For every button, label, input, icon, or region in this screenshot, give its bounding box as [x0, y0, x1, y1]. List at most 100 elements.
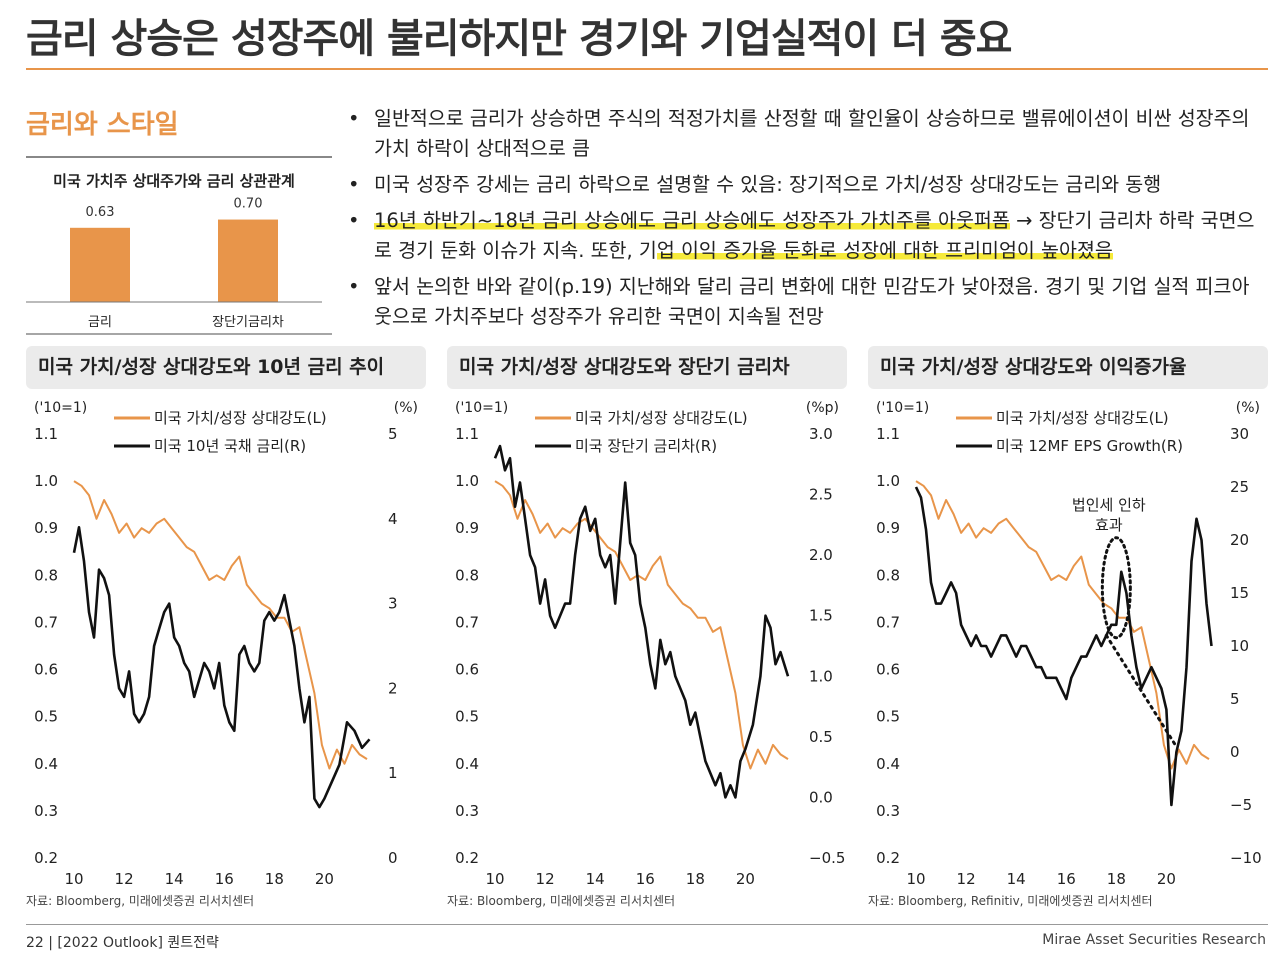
x-tick-label: 12 [115, 870, 134, 888]
bullet-list: 일반적으로 금리가 상승하면 주식의 적정가치를 산정할 때 할인율이 상승하므… [346, 104, 1258, 338]
annotation-ellipse [1100, 536, 1132, 640]
bullet-item: 일반적으로 금리가 상승하면 주식의 적정가치를 산정할 때 할인율이 상승하므… [346, 104, 1258, 164]
chart-3-title: 미국 가치/성장 상대강도와 이익증가율 [868, 346, 1268, 389]
left-tick-label: 0.8 [34, 566, 58, 584]
legend-label: 미국 가치/성장 상대강도(L) [575, 409, 748, 427]
right-tick-label: 2.0 [809, 546, 833, 564]
annotation-text: 효과 [1095, 516, 1123, 534]
left-tick-label: 1.1 [455, 425, 479, 443]
annotation-text: 법인세 인하 [1072, 496, 1146, 514]
bar [218, 219, 278, 302]
left-tick-label: 0.6 [455, 661, 479, 679]
x-tick-label: 12 [957, 870, 976, 888]
x-tick-label: 16 [215, 870, 234, 888]
x-tick-label: 16 [636, 870, 655, 888]
footer-brand: Mirae Asset Securities Research [1042, 932, 1266, 948]
x-tick-label: 14 [1007, 870, 1026, 888]
left-tick-label: 1.0 [876, 472, 900, 490]
right-tick-label: −10 [1230, 849, 1262, 867]
left-tick-label: 0.7 [34, 613, 58, 631]
highlighted-text: 업 이익 증가율 둔화로 성장에 대한 프리미엄이 높아졌음 [656, 239, 1113, 262]
annotation-dotted-line [1104, 633, 1178, 749]
left-tick-label: 1.0 [455, 472, 479, 490]
legend-label: 미국 12MF EPS Growth(R) [996, 437, 1183, 455]
x-tick-label: 20 [315, 870, 334, 888]
bullet-text: 일반적으로 금리가 상승하면 주식의 적정가치를 산정할 때 할인율이 상승하므… [374, 107, 1250, 160]
left-tick-label: 0.2 [455, 849, 479, 867]
x-tick-label: 14 [165, 870, 184, 888]
left-tick-label: 0.5 [455, 708, 479, 726]
left-axis-unit: ('10=1) [455, 400, 508, 416]
x-tick-label: 18 [686, 870, 705, 888]
left-tick-label: 0.6 [34, 661, 58, 679]
mini-bar-chart: 미국 가치주 상대주가와 금리 상관관계 0.63 금리 0.70 장단기금리차 [26, 156, 332, 336]
highlighted-text: 16년 하반기~18년 금리 상승에도 금리 상승에도 성장주가 가치주를 아웃… [374, 209, 1010, 232]
legend-label: 미국 10년 국채 금리(R) [154, 437, 306, 455]
left-tick-label: 0.4 [876, 755, 900, 773]
left-tick-label: 0.4 [455, 755, 479, 773]
chart-3-svg: ('10=1) (%) 0.2 0.3 0.4 0.5 0.6 0.7 0.8 0.9 1.0 1.1… [876, 400, 1262, 888]
right-tick-label: 0.0 [809, 788, 833, 806]
bullet-text: 앞서 논의한 바와 같이(p.19) 지난해와 달리 금리 변화에 대한 민감도… [374, 275, 1250, 328]
left-tick-label: 0.9 [455, 519, 479, 537]
legend-label: 미국 장단기 금리차(R) [575, 437, 717, 455]
left-tick-label: 0.6 [876, 661, 900, 679]
footer-divider [26, 924, 1268, 925]
chart-2-source: 자료: Bloomberg, 미래에셋증권 리서치센터 [447, 894, 676, 908]
left-tick-label: 0.3 [876, 802, 900, 820]
chart-3: ('10=1) (%) 0.2 0.3 0.4 0.5 0.6 0.7 0.8 0.9 1.0 1.1… [868, 394, 1268, 894]
left-tick-label: 0.2 [876, 849, 900, 867]
category-label: 금리 [88, 315, 112, 330]
chart-2-title: 미국 가치/성장 상대강도와 장단기 금리차 [447, 346, 847, 389]
x-tick-label: 10 [485, 870, 504, 888]
bullet-item: 앞서 논의한 바와 같이(p.19) 지난해와 달리 금리 변화에 대한 민감도… [346, 272, 1258, 332]
chart-1: ('10=1) (%) 0.2 0.3 0.4 0.5 0.6 0.7 0.8 0.9 1.0 1.1… [26, 394, 426, 894]
series-line-right [914, 486, 1213, 807]
right-tick-label: 1 [388, 764, 398, 782]
category-label: 장단기금리차 [212, 315, 284, 330]
x-tick-label: 18 [1107, 870, 1126, 888]
left-tick-label: 0.7 [455, 613, 479, 631]
bullet-text: 미국 성장주 강세는 금리 하락으로 설명할 수 있음: 장기적으로 가치/성장… [374, 173, 1162, 196]
left-tick-label: 1.0 [34, 472, 58, 490]
left-tick-label: 1.1 [876, 425, 900, 443]
left-tick-label: 0.5 [876, 708, 900, 726]
left-axis-unit: ('10=1) [876, 400, 929, 416]
right-tick-label: 1.5 [809, 607, 833, 625]
title-divider [26, 68, 1268, 70]
right-tick-label: 20 [1230, 531, 1249, 549]
left-axis-unit: ('10=1) [34, 400, 87, 416]
right-tick-label: 2 [388, 679, 398, 697]
bar-value-label: 0.63 [86, 205, 115, 220]
x-tick-label: 14 [586, 870, 605, 888]
series-line-right [72, 526, 371, 809]
mini-chart-top-rule [26, 156, 332, 158]
chart-1-title: 미국 가치/성장 상대강도와 10년 금리 추이 [26, 346, 426, 389]
mini-chart-title: 미국 가치주 상대주가와 금리 상관관계 [53, 172, 295, 190]
right-axis-unit: (%) [394, 400, 418, 416]
x-tick-label: 10 [906, 870, 925, 888]
x-tick-label: 20 [1157, 870, 1176, 888]
series-line-left [73, 480, 368, 770]
left-tick-label: 0.9 [876, 519, 900, 537]
right-tick-label: 4 [388, 510, 398, 528]
chart-2: ('10=1) (%p) 0.2 0.3 0.4 0.5 0.6 0.7 0.8 0.9 1.0 1.… [447, 394, 847, 894]
bar-value-label: 0.70 [234, 197, 263, 212]
bullet-text: → 장단기 금리차 하락 국면으로 경기 둔화 이슈가 지속. 또한, 기 [374, 209, 1255, 262]
x-tick-label: 16 [1057, 870, 1076, 888]
x-tick-label: 20 [736, 870, 755, 888]
right-tick-label: 15 [1230, 584, 1249, 602]
chart-2-svg: ('10=1) (%p) 0.2 0.3 0.4 0.5 0.6 0.7 0.8 0.9 1.0 1.… [455, 400, 845, 888]
legend-label: 미국 가치/성장 상대강도(L) [154, 409, 327, 427]
left-tick-label: 0.5 [34, 708, 58, 726]
right-tick-label: 3.0 [809, 425, 833, 443]
right-tick-label: 0.5 [809, 728, 833, 746]
x-tick-label: 10 [64, 870, 83, 888]
right-tick-label: 25 [1230, 478, 1249, 496]
chart-1-source: 자료: Bloomberg, 미래에셋증권 리서치센터 [26, 894, 255, 908]
right-tick-label: 10 [1230, 637, 1249, 655]
right-tick-label: −5 [1230, 796, 1252, 814]
left-tick-label: 0.8 [455, 566, 479, 584]
chart-1-svg: ('10=1) (%) 0.2 0.3 0.4 0.5 0.6 0.7 0.8 0.9 1.0 1.1… [34, 400, 418, 888]
left-tick-label: 0.7 [876, 613, 900, 631]
